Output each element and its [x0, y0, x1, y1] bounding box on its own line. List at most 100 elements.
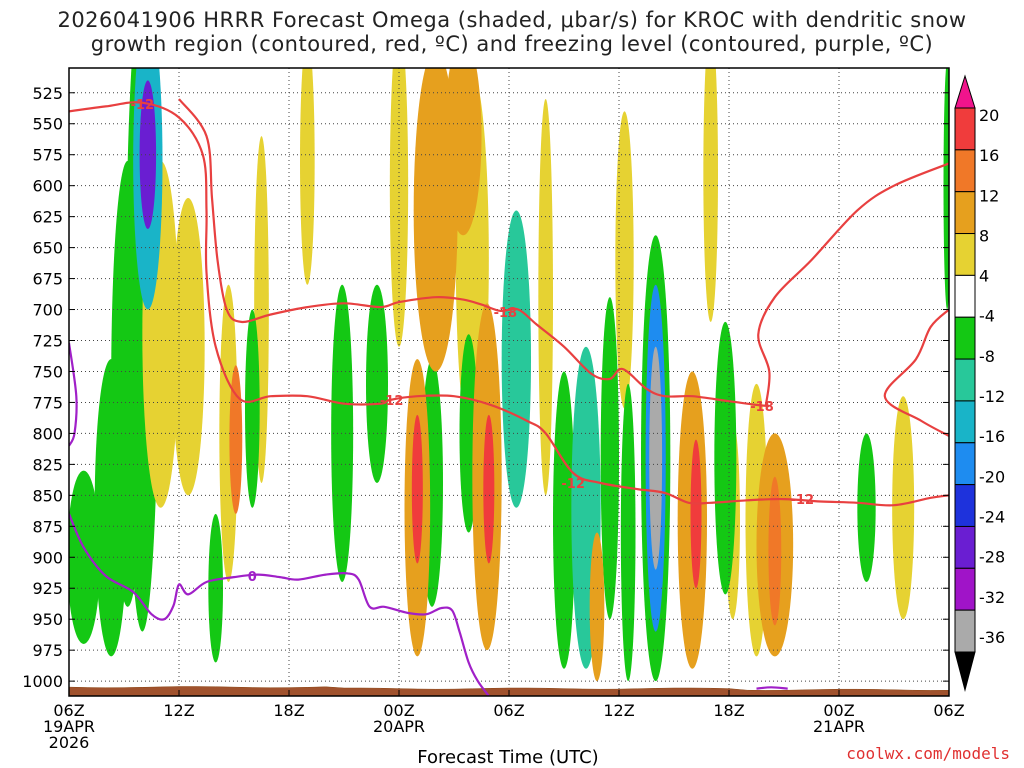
omega-cell: [483, 414, 495, 564]
y-tick-label: 750: [32, 362, 63, 381]
contour-label: -12: [131, 98, 155, 113]
colorbar-swatch: [954, 442, 976, 486]
omega-cell: [892, 396, 915, 620]
contour-line: [178, 98, 770, 408]
colorbar-tick-label: -8: [979, 347, 995, 366]
x-tick-label: 12Z: [603, 701, 634, 720]
contour-line: [69, 342, 78, 447]
colorbar-swatch: [954, 316, 976, 360]
colorbar-tick-label: -12: [979, 387, 1005, 406]
y-tick-label: 775: [32, 393, 63, 412]
x-tick-label: 21APR: [813, 717, 865, 736]
y-tick-label: 650: [32, 239, 63, 258]
omega-cell: [389, 68, 409, 347]
contour-label: -12: [561, 477, 585, 492]
colorbar-swatch: [954, 233, 976, 276]
omega-shading: [69, 68, 949, 682]
chart-title: 2026041906 HRRR Forecast Omega (shaded, …: [0, 8, 1024, 56]
omega-cell: [139, 80, 157, 230]
omega-cell: [538, 98, 554, 496]
omega-cell: [219, 284, 238, 583]
colorbar-swatch: [954, 358, 976, 402]
y-tick-label: 625: [32, 208, 63, 227]
omega-cell: [300, 68, 315, 285]
colorbar-swatch: [954, 400, 976, 444]
colorbar-tick-label: -24: [979, 507, 1005, 526]
y-tick-label: 950: [32, 610, 63, 629]
y-tick-label: 825: [32, 455, 63, 474]
omega-cell: [768, 476, 782, 626]
colorbar-tick-label: 12: [979, 186, 999, 205]
contour-line: [69, 513, 490, 696]
y-tick-label: 975: [32, 641, 63, 660]
x-axis-label: Forecast Time (UTC): [417, 747, 598, 768]
colorbar-tick-label: -20: [979, 467, 1005, 486]
omega-cell: [208, 513, 224, 663]
omega-cell: [649, 346, 663, 570]
contour-line: [756, 686, 788, 690]
colorbar-tick-label: -4: [979, 307, 995, 326]
omega-cell: [411, 414, 423, 564]
contour-label: 0: [248, 570, 257, 585]
x-tick-label: 20APR: [373, 717, 425, 736]
colorbar-tick-label: 8: [979, 226, 989, 245]
y-tick-label: 550: [32, 115, 63, 134]
contour-label: -18: [494, 306, 518, 321]
y-tick-label: 575: [32, 146, 63, 165]
omega-cell: [501, 210, 531, 508]
x-tick-label: 00Z: [383, 701, 414, 720]
colorbar-swatch: [954, 107, 976, 151]
chart-title-line2: growth region (contoured, red, ºC) and f…: [90, 32, 934, 56]
omega-cell: [589, 532, 605, 682]
colorbar-tick-label: -28: [979, 548, 1005, 567]
colorbar-swatch: [954, 149, 976, 193]
colorbar-swatch: [954, 274, 976, 318]
y-tick-label: 925: [32, 579, 63, 598]
x-tick-label: 2026: [49, 733, 90, 752]
x-tick-label: 18Z: [713, 701, 744, 720]
x-tick-label: 06Z: [493, 701, 524, 720]
contour-label: -12: [791, 493, 815, 508]
omega-cell: [943, 68, 949, 310]
omega-cell: [714, 321, 737, 595]
colorbar-swatch: [954, 567, 976, 611]
contour-line: [883, 308, 949, 437]
omega-cell: [171, 198, 205, 496]
y-tick-label: 600: [32, 177, 63, 196]
omega-cell: [366, 284, 388, 483]
x-tick-label: 19APR: [43, 717, 95, 736]
contour-label: -12: [380, 394, 404, 409]
watermark: coolwx.com/models: [846, 744, 1010, 763]
colorbar-swatch: [954, 609, 976, 653]
temperature-contours: -12 -12 -12 -12 -18 -18 0: [69, 98, 949, 696]
x-tick-label: 06Z: [53, 701, 84, 720]
y-tick-label: 700: [32, 301, 63, 320]
omega-cell: [600, 297, 619, 620]
x-tick-label: 12Z: [163, 701, 194, 720]
contour-label: -18: [750, 400, 774, 415]
y-tick-label: 1000: [22, 672, 63, 691]
colorbar-bottom-arrow: [954, 651, 976, 692]
colorbar-swatch: [954, 484, 976, 527]
omega-cell: [553, 371, 575, 669]
omega-cell: [703, 68, 718, 322]
omega-cell: [69, 470, 101, 644]
omega-cell: [857, 433, 876, 583]
omega-cell: [94, 359, 128, 657]
omega-cell: [444, 68, 482, 236]
y-tick-label: 850: [32, 486, 63, 505]
omega-cell: [615, 111, 634, 409]
y-tick-label: 800: [32, 424, 63, 443]
colorbar-tick-label: 4: [979, 267, 989, 286]
x-tick-label: 18Z: [273, 701, 304, 720]
colorbar-tick-label: 20: [979, 106, 999, 125]
chart-title-line1: 2026041906 HRRR Forecast Omega (shaded, …: [57, 8, 967, 32]
colorbar-tick-label: -36: [979, 628, 1005, 647]
colorbar: 20 16 12 8 4 -4 -8 -12 -16 -20 -24 -28 -32 -36: [954, 74, 1005, 692]
omega-cell: [245, 309, 260, 508]
omega-cell: [620, 383, 636, 682]
x-tick-label: 00Z: [823, 701, 854, 720]
grid-lines: [69, 68, 949, 696]
